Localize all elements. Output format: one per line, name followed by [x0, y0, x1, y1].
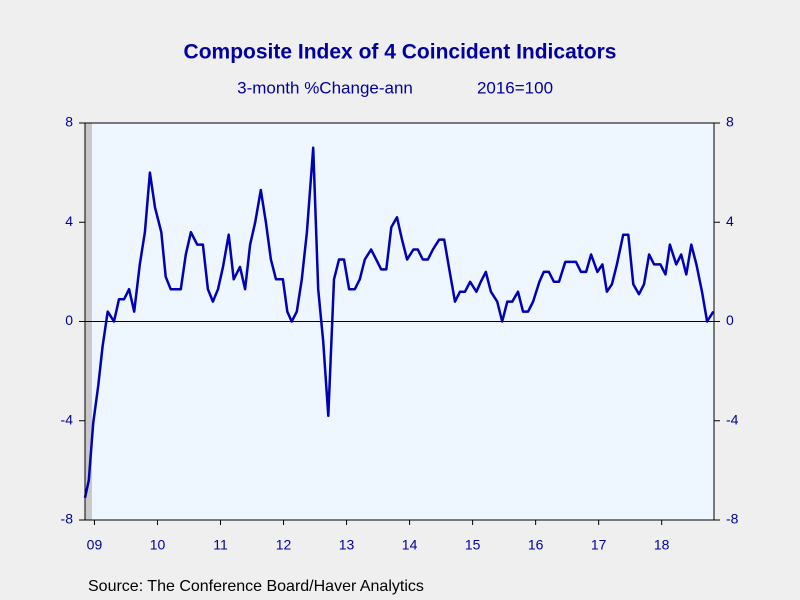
data-line	[83, 146, 715, 498]
y-tick-label: -4	[61, 411, 74, 427]
chart-subtitle-note: 2016=100	[477, 78, 553, 97]
x-tick-label: 13	[339, 537, 355, 553]
y-tick-label: 4	[65, 213, 73, 229]
x-tick-label: 12	[276, 537, 292, 553]
x-tick-label: 15	[465, 537, 481, 553]
x-tick-label: 09	[87, 537, 103, 553]
plot-frame	[84, 122, 715, 521]
x-tick-label: 10	[150, 537, 166, 553]
y-tick-label: 8	[65, 114, 73, 130]
x-tick-label: 18	[654, 537, 670, 553]
y2-tick-label: 4	[726, 213, 734, 229]
chart-subtitle: 3-month %Change-ann	[237, 78, 413, 97]
chart-title: Composite Index of 4 Coincident Indicato…	[184, 41, 617, 64]
x-tick-label: 11	[213, 537, 228, 553]
y2-tick-label: -8	[726, 511, 739, 527]
y2-tick-label: -4	[726, 411, 739, 427]
y-tick-label: -8	[61, 511, 74, 527]
x-tick-label: 17	[591, 537, 607, 553]
y2-tick-label: 0	[726, 312, 734, 328]
source-note: Source: The Conference Board/Haver Analy…	[88, 578, 424, 595]
x-tick-label: 16	[528, 537, 544, 553]
y-tick-label: 0	[65, 312, 73, 328]
y2-tick-label: 8	[726, 114, 734, 130]
x-tick-label: 14	[402, 537, 418, 553]
